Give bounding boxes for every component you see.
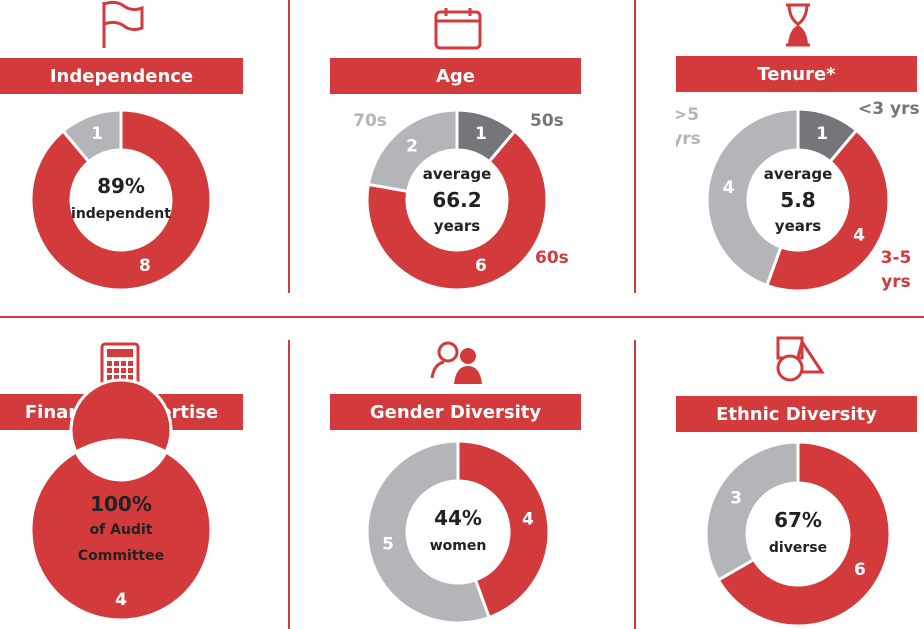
center-label: 100% xyxy=(90,492,152,516)
segment-value-label: 4 xyxy=(522,510,534,530)
outer-category-label: 3-5 xyxy=(881,248,912,268)
segment-value-label: 4 xyxy=(723,178,735,198)
center-label: 5.8 xyxy=(780,188,815,212)
center-label: Committee xyxy=(78,548,164,564)
donut-ethnic: 6 3 67% diverse xyxy=(704,440,892,628)
banner-gender: Gender Diversity xyxy=(330,394,581,430)
banner-ethnic: Ethnic Diversity xyxy=(676,396,917,432)
segment-value-label: 5 xyxy=(382,534,394,554)
people-icon xyxy=(430,341,482,384)
center-label: 67% xyxy=(774,508,822,532)
center-label: years xyxy=(775,217,821,235)
outer-category-label: yrs xyxy=(881,272,911,292)
center-label: 66.2 xyxy=(432,188,481,212)
segment-value-label: 1 xyxy=(91,124,103,144)
panel-ethnic: Ethnic Diversity 6 3 67% diverse xyxy=(676,330,924,629)
panel-independence: Independence 8 1 89% independent xyxy=(0,0,290,300)
donut-segment-audit-committee xyxy=(29,378,213,622)
segment-value-label: 3 xyxy=(730,488,742,508)
divider-vertical-1 xyxy=(288,0,290,293)
donut-segment-60s xyxy=(365,128,549,292)
donut-segment-men xyxy=(365,439,492,625)
divider-vertical-3 xyxy=(288,340,290,629)
panel-financial: Financial Expertise 4 100% of Audit Committ… xyxy=(0,330,290,629)
outer-category-label: 70s xyxy=(353,111,387,131)
segment-value-label: 6 xyxy=(475,256,487,276)
outer-category-label: >5 xyxy=(676,105,699,125)
donut-segment-3-5-yrs xyxy=(764,128,891,293)
hourglass-icon xyxy=(786,3,810,47)
center-label: independent xyxy=(71,206,171,222)
banner-independence: Independence xyxy=(0,58,243,94)
divider-vertical-2 xyxy=(634,0,636,293)
segment-value-label: 1 xyxy=(816,124,828,144)
banner-age: Age xyxy=(330,58,581,94)
divider-vertical-4 xyxy=(634,340,636,629)
segment-value-label: 6 xyxy=(854,560,866,580)
center-label: average xyxy=(423,165,492,183)
outer-category-label: <3 yrs xyxy=(858,99,920,119)
donut-segment--5-yrs xyxy=(705,107,800,288)
panel-age: Age 1 6 2 average 66.2 years 50s 60s 70s xyxy=(330,0,630,300)
segment-value-label: 4 xyxy=(115,590,127,610)
center-label: women xyxy=(430,538,487,554)
center-label: average xyxy=(764,165,833,183)
donut-tenure: 1 4 4 average 5.8 years <3 yrs 3-5 yrs >5 yrs xyxy=(676,99,920,293)
center-label: 89% xyxy=(97,174,145,198)
outer-category-label: 60s xyxy=(535,248,569,268)
donut-segment-diverse xyxy=(716,440,892,628)
calendar-icon xyxy=(434,8,482,50)
segment-value-label: 4 xyxy=(853,225,865,245)
center-label: diverse xyxy=(769,540,827,556)
segment-value-label: 8 xyxy=(139,256,151,276)
outer-category-label: 50s xyxy=(530,111,564,131)
donut-gender: 4 5 44% women xyxy=(365,439,551,625)
panel-tenure: Tenure* 1 4 4 average 5.8 years <3 yrs 3-5 yrs >5… xyxy=(676,0,924,300)
outer-category-label: yrs xyxy=(676,129,701,149)
center-label: years xyxy=(434,217,480,235)
segment-value-label: 1 xyxy=(475,124,487,144)
donut-age: 1 6 2 average 66.2 years 50s 60s 70s xyxy=(353,108,569,292)
segment-value-label: 2 xyxy=(406,136,418,156)
center-label: 44% xyxy=(434,506,482,530)
donut-segment-non-diverse xyxy=(704,440,800,583)
banner-tenure: Tenure* xyxy=(676,56,917,92)
donut-segment-women xyxy=(456,439,551,620)
flag-icon xyxy=(102,0,144,48)
donut-financial: 4 100% of Audit Committee xyxy=(29,378,213,622)
shapes-icon xyxy=(776,336,825,382)
donut-segment-70s xyxy=(366,108,459,194)
divider-horizontal xyxy=(0,316,924,318)
donut-segment-independent xyxy=(29,108,213,292)
panel-gender: Gender Diversity 4 5 44% women xyxy=(330,330,630,629)
donut-segment-non-independent xyxy=(61,108,123,164)
center-label: of Audit xyxy=(90,522,153,538)
donut-independence: 8 1 89% independent xyxy=(29,108,213,292)
